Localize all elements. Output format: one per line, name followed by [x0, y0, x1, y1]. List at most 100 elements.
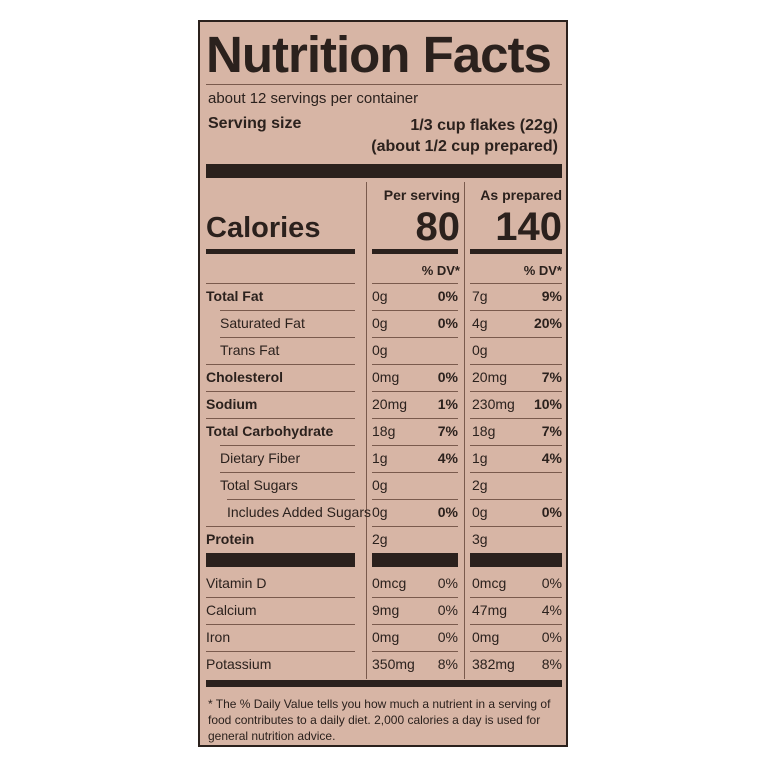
vitamin-row-iron: Iron 0mg 0% 0mg 0% [200, 624, 566, 651]
row-divider [206, 283, 355, 284]
row-divider [470, 597, 562, 598]
thick-divider-vitamins-col2 [470, 553, 562, 567]
row-divider [372, 337, 458, 338]
nutrient-dv-col2: 20% [533, 315, 562, 331]
nutrient-amount-col2: 0g [472, 342, 488, 358]
vitamin-name: Iron [206, 629, 231, 645]
nutrient-dv-col2: 9% [541, 288, 562, 304]
row-divider [372, 526, 458, 527]
vitamin-row-potassium: Potassium 350mg 8% 382mg 8% [200, 651, 566, 678]
nutrient-row-total-carbohydrate: Total Carbohydrate 18g 7% 18g 7% [200, 418, 566, 445]
calories-col2: 140 [495, 205, 562, 249]
row-divider [372, 651, 458, 652]
nutrient-name: Cholesterol [206, 369, 284, 385]
vitamin-dv-col2: 0% [541, 575, 562, 591]
nutrient-name: Sodium [206, 396, 258, 412]
nutrient-dv-col1: 0% [437, 369, 458, 385]
vitamin-dv-col1: 0% [437, 629, 458, 645]
row-divider [372, 499, 458, 500]
nutrient-amount-col1: 0g [372, 288, 388, 304]
row-divider [220, 310, 355, 311]
nutrient-row-protein: Protein 2g 3g [200, 526, 566, 553]
nutrient-row-total-sugars: Total Sugars 0g 2g [200, 472, 566, 499]
row-divider [220, 445, 355, 446]
row-divider [372, 472, 458, 473]
vitamin-name: Vitamin D [206, 575, 267, 591]
thick-divider-top [206, 164, 562, 178]
vitamin-amount-col2: 382mg [472, 656, 515, 672]
vitamin-dv-col1: 0% [437, 602, 458, 618]
nutrient-amount-col2: 0g [472, 504, 488, 520]
nutrient-amount-col1: 1g [372, 450, 388, 466]
row-divider [470, 337, 562, 338]
nutrient-row-sodium: Sodium 20mg 1% 230mg 10% [200, 391, 566, 418]
row-divider [220, 472, 355, 473]
nutrient-row-saturated-fat: Saturated Fat 0g 0% 4g 20% [200, 310, 566, 337]
nutrient-amount-col1: 20mg [372, 396, 408, 412]
nutrient-amount-col2: 20mg [472, 369, 508, 385]
row-divider [470, 624, 562, 625]
column-separator-1 [366, 182, 367, 679]
row-divider [372, 310, 458, 311]
vitamin-amount-col1: 9mg [372, 602, 400, 618]
nutrient-name: Total Sugars [220, 477, 298, 493]
vitamin-dv-col1: 8% [437, 656, 458, 672]
nutrient-name: Protein [206, 531, 255, 547]
nutrient-name: Dietary Fiber [220, 450, 301, 466]
row-divider [206, 364, 355, 365]
vitamin-name: Calcium [206, 602, 257, 618]
nutrient-name: Includes Added Sugars [227, 504, 371, 520]
nutrient-row-total-fat: Total Fat 0g 0% 7g 9% [200, 283, 566, 310]
vitamin-dv-col2: 4% [541, 602, 562, 618]
nutrient-amount-col1: 18g [372, 423, 396, 439]
nutrient-dv-col1: 0% [437, 504, 458, 520]
vitamin-name: Potassium [206, 656, 272, 672]
row-divider [470, 472, 562, 473]
calories-bar-left [206, 249, 355, 254]
row-divider [470, 391, 562, 392]
row-divider [220, 337, 355, 338]
nutrient-name: Total Fat [206, 288, 264, 304]
vitamin-dv-col2: 0% [541, 629, 562, 645]
vitamin-dv-col1: 0% [437, 575, 458, 591]
row-divider [470, 310, 562, 311]
nutrient-name: Total Carbohydrate [206, 423, 334, 439]
nutrient-dv-col1: 0% [437, 288, 458, 304]
nutrient-name: Trans Fat [220, 342, 280, 358]
calories-bar-col1 [372, 249, 458, 254]
nutrient-dv-col2: 7% [541, 423, 562, 439]
row-divider [470, 364, 562, 365]
row-divider [470, 526, 562, 527]
row-divider [470, 651, 562, 652]
serving-size-amount: 1/3 cup flakes (22g) (about 1/2 cup prep… [371, 115, 558, 157]
nutrient-dv-col2: 4% [541, 450, 562, 466]
servings-per-container: about 12 servings per container [208, 90, 419, 107]
vitamin-row-vitamin-d: Vitamin D 0mcg 0% 0mcg 0% [200, 570, 566, 597]
panel-title: Nutrition Facts [206, 26, 552, 83]
row-divider [470, 445, 562, 446]
calories-label: Calories [206, 212, 321, 244]
vitamin-amount-col2: 0mg [472, 629, 500, 645]
row-divider [372, 391, 458, 392]
nutrient-amount-col1: 0g [372, 315, 388, 331]
serving-size-line2: (about 1/2 cup prepared) [371, 138, 558, 155]
thick-divider-vitamins-col1 [372, 553, 458, 567]
serving-size-label: Serving size [208, 115, 302, 132]
nutrient-row-dietary-fiber: Dietary Fiber 1g 4% 1g 4% [200, 445, 566, 472]
nutrient-amount-col2: 7g [472, 288, 488, 304]
nutrient-name: Saturated Fat [220, 315, 305, 331]
nutrient-dv-col1: 0% [437, 315, 458, 331]
nutrient-amount-col2: 2g [472, 477, 488, 493]
nutrient-amount-col2: 3g [472, 531, 488, 547]
nutrient-dv-col1: 4% [437, 450, 458, 466]
row-divider [470, 283, 562, 284]
col1-header: Per serving [383, 187, 460, 203]
nutrient-amount-col1: 0g [372, 504, 388, 520]
row-divider [372, 283, 458, 284]
thick-divider-bottom [206, 680, 562, 687]
nutrient-amount-col2: 1g [472, 450, 488, 466]
nutrient-amount-col2: 230mg [472, 396, 515, 412]
row-divider [372, 418, 458, 419]
row-divider [206, 651, 355, 652]
nutrient-dv-col2: 0% [541, 504, 562, 520]
